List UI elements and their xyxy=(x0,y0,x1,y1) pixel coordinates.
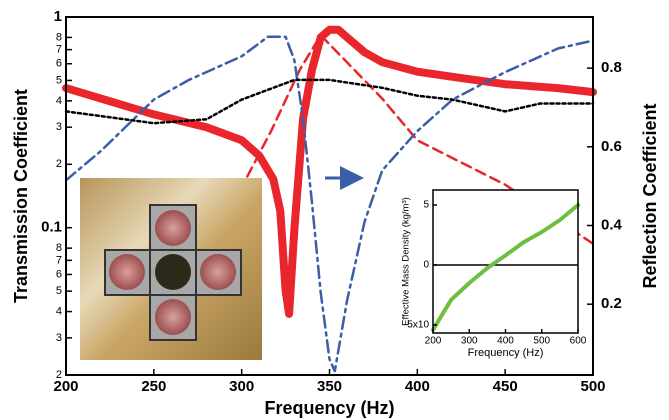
y-tick-label: 4 xyxy=(56,95,62,107)
y-tick-label: 2 xyxy=(56,369,62,381)
y-tick-label: 3 xyxy=(56,332,62,344)
y-tick-label: 5 xyxy=(56,285,62,297)
y-tick-label: 0.1 xyxy=(41,219,62,236)
x-tick-label: 500 xyxy=(580,378,605,395)
y2-tick-label: 0.2 xyxy=(601,295,622,312)
y-tick-label: 1 xyxy=(54,8,62,25)
y2-tick-label: 0.8 xyxy=(601,59,622,76)
y2-axis-label: Reflection Coefficient xyxy=(640,103,660,288)
y-tick-label: 8 xyxy=(56,242,62,254)
x-axis-label: Frequency (Hz) xyxy=(264,398,394,418)
y-axis-label: Effective Mass Density (kg/m³) xyxy=(401,197,412,326)
y-tick-label: 4 xyxy=(56,305,62,317)
y-axis-label: Transmission Coefficient xyxy=(11,89,31,303)
y-tick-label: 7 xyxy=(56,254,62,266)
x-axis-label: Frequency (Hz) xyxy=(468,347,544,359)
x-tick-label: 500 xyxy=(533,336,550,347)
x-tick-label: 300 xyxy=(461,336,478,347)
photo-inset xyxy=(80,178,262,360)
y-tick-label: 3 xyxy=(56,121,62,133)
x-tick-label: 400 xyxy=(497,336,514,347)
figure: 200250300350400450500187654320.187654320… xyxy=(0,0,669,420)
y-tick-label: 5 xyxy=(56,74,62,86)
y-tick-label: 6 xyxy=(56,268,62,280)
y-tick-label: 7 xyxy=(56,44,62,56)
y-tick-label: 8 xyxy=(56,31,62,43)
x-tick-label: 300 xyxy=(229,378,254,395)
y-tick-label: 5 xyxy=(423,200,429,211)
x-tick-label: 250 xyxy=(141,378,166,395)
x-tick-label: 450 xyxy=(493,378,518,395)
y2-tick-label: 0.6 xyxy=(601,138,622,155)
y-tick-label: 6 xyxy=(56,58,62,70)
x-tick-label: 350 xyxy=(317,378,342,395)
x-tick-label: 200 xyxy=(425,336,442,347)
y-tick-label: 0 xyxy=(423,260,429,271)
y2-tick-label: 0.4 xyxy=(601,216,623,233)
x-tick-label: 600 xyxy=(570,336,587,347)
y-tick-label: 2 xyxy=(56,158,62,170)
x-tick-label: 400 xyxy=(405,378,430,395)
inset-bg xyxy=(433,190,578,333)
